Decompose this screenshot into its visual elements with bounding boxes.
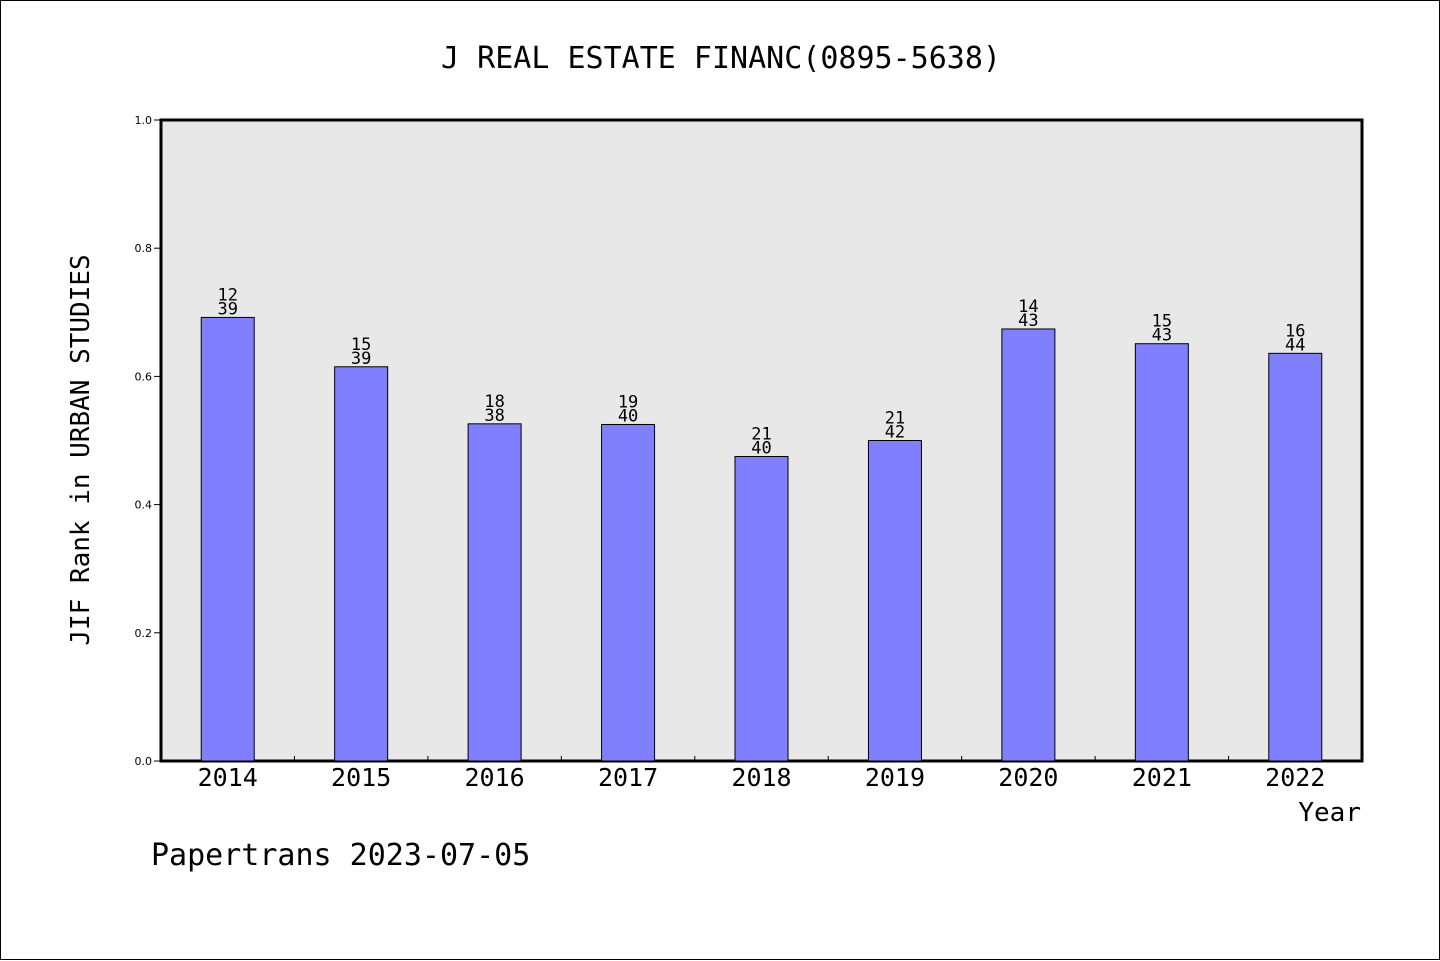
bar-2022	[1268, 352, 1323, 762]
y-tick-label-0.2: 0.2	[135, 627, 153, 640]
x-tick-label-2019: 2019	[865, 763, 925, 792]
bar-label-top-2015: 15	[351, 335, 371, 355]
bar-label-bottom-2022: 44	[1285, 335, 1305, 355]
bars-group	[200, 316, 1323, 762]
bar-label-bottom-2020: 43	[1018, 311, 1038, 331]
x-tick-label-2014: 2014	[198, 763, 258, 792]
bar-label-bottom-2021: 43	[1152, 326, 1172, 346]
bar-label-bottom-2016: 38	[484, 406, 504, 426]
x-tick-label-2015: 2015	[331, 763, 391, 792]
bar-label-top-2020: 14	[1018, 297, 1038, 317]
bar-label-top-2021: 15	[1152, 312, 1172, 332]
bar-label-top-2014: 12	[217, 285, 237, 305]
x-tick-label-2018: 2018	[731, 763, 791, 792]
bar-2018	[734, 456, 789, 762]
bar-label-bottom-2017: 40	[618, 406, 638, 426]
y-tick-label-0.6: 0.6	[135, 370, 153, 383]
bar-2016	[467, 423, 522, 762]
y-tick-label-0.4: 0.4	[135, 499, 153, 512]
bar-2014	[200, 316, 255, 762]
x-tick-label-2022: 2022	[1265, 763, 1325, 792]
bar-2021	[1134, 343, 1189, 762]
bar-label-top-2022: 16	[1285, 321, 1305, 341]
x-tick-label-2017: 2017	[598, 763, 658, 792]
y-tick-label-1.0: 1.0	[135, 114, 153, 127]
bar-label-top-2019: 21	[885, 409, 905, 429]
footer-credit: Papertrans 2023-07-05	[151, 838, 530, 873]
x-tick-label-2020: 2020	[998, 763, 1058, 792]
bar-2015	[334, 366, 389, 762]
x-tick-label-2016: 2016	[465, 763, 525, 792]
bar-label-top-2016: 18	[484, 392, 504, 412]
bar-2019	[867, 440, 922, 762]
bar-label-bottom-2014: 39	[217, 299, 237, 319]
x-tick-label-2021: 2021	[1132, 763, 1192, 792]
y-tick-label-0.0: 0.0	[135, 755, 153, 768]
y-tick-label-0.8: 0.8	[135, 242, 153, 255]
bar-2020	[1001, 328, 1056, 762]
chart-title: J REAL ESTATE FINANC(0895-5638)	[441, 41, 1001, 76]
bar-label-bottom-2015: 39	[351, 349, 371, 369]
bar-label-top-2018: 21	[751, 425, 771, 445]
bar-label-bottom-2019: 42	[885, 423, 905, 443]
x-axis-title: Year	[1298, 798, 1361, 828]
y-axis-ticks: 0.0 0.2 0.4 0.6 0.8 1.0	[135, 114, 161, 768]
x-axis-ticks: 2014 2015 2016 2017 2018 2019 2020 2021 2022	[198, 756, 1325, 792]
bar-label-top-2017: 19	[618, 392, 638, 412]
y-axis-title: JIF Rank in URBAN STUDIES	[66, 254, 96, 645]
bar-label-bottom-2018: 40	[751, 439, 771, 459]
bar-2017	[601, 423, 656, 762]
